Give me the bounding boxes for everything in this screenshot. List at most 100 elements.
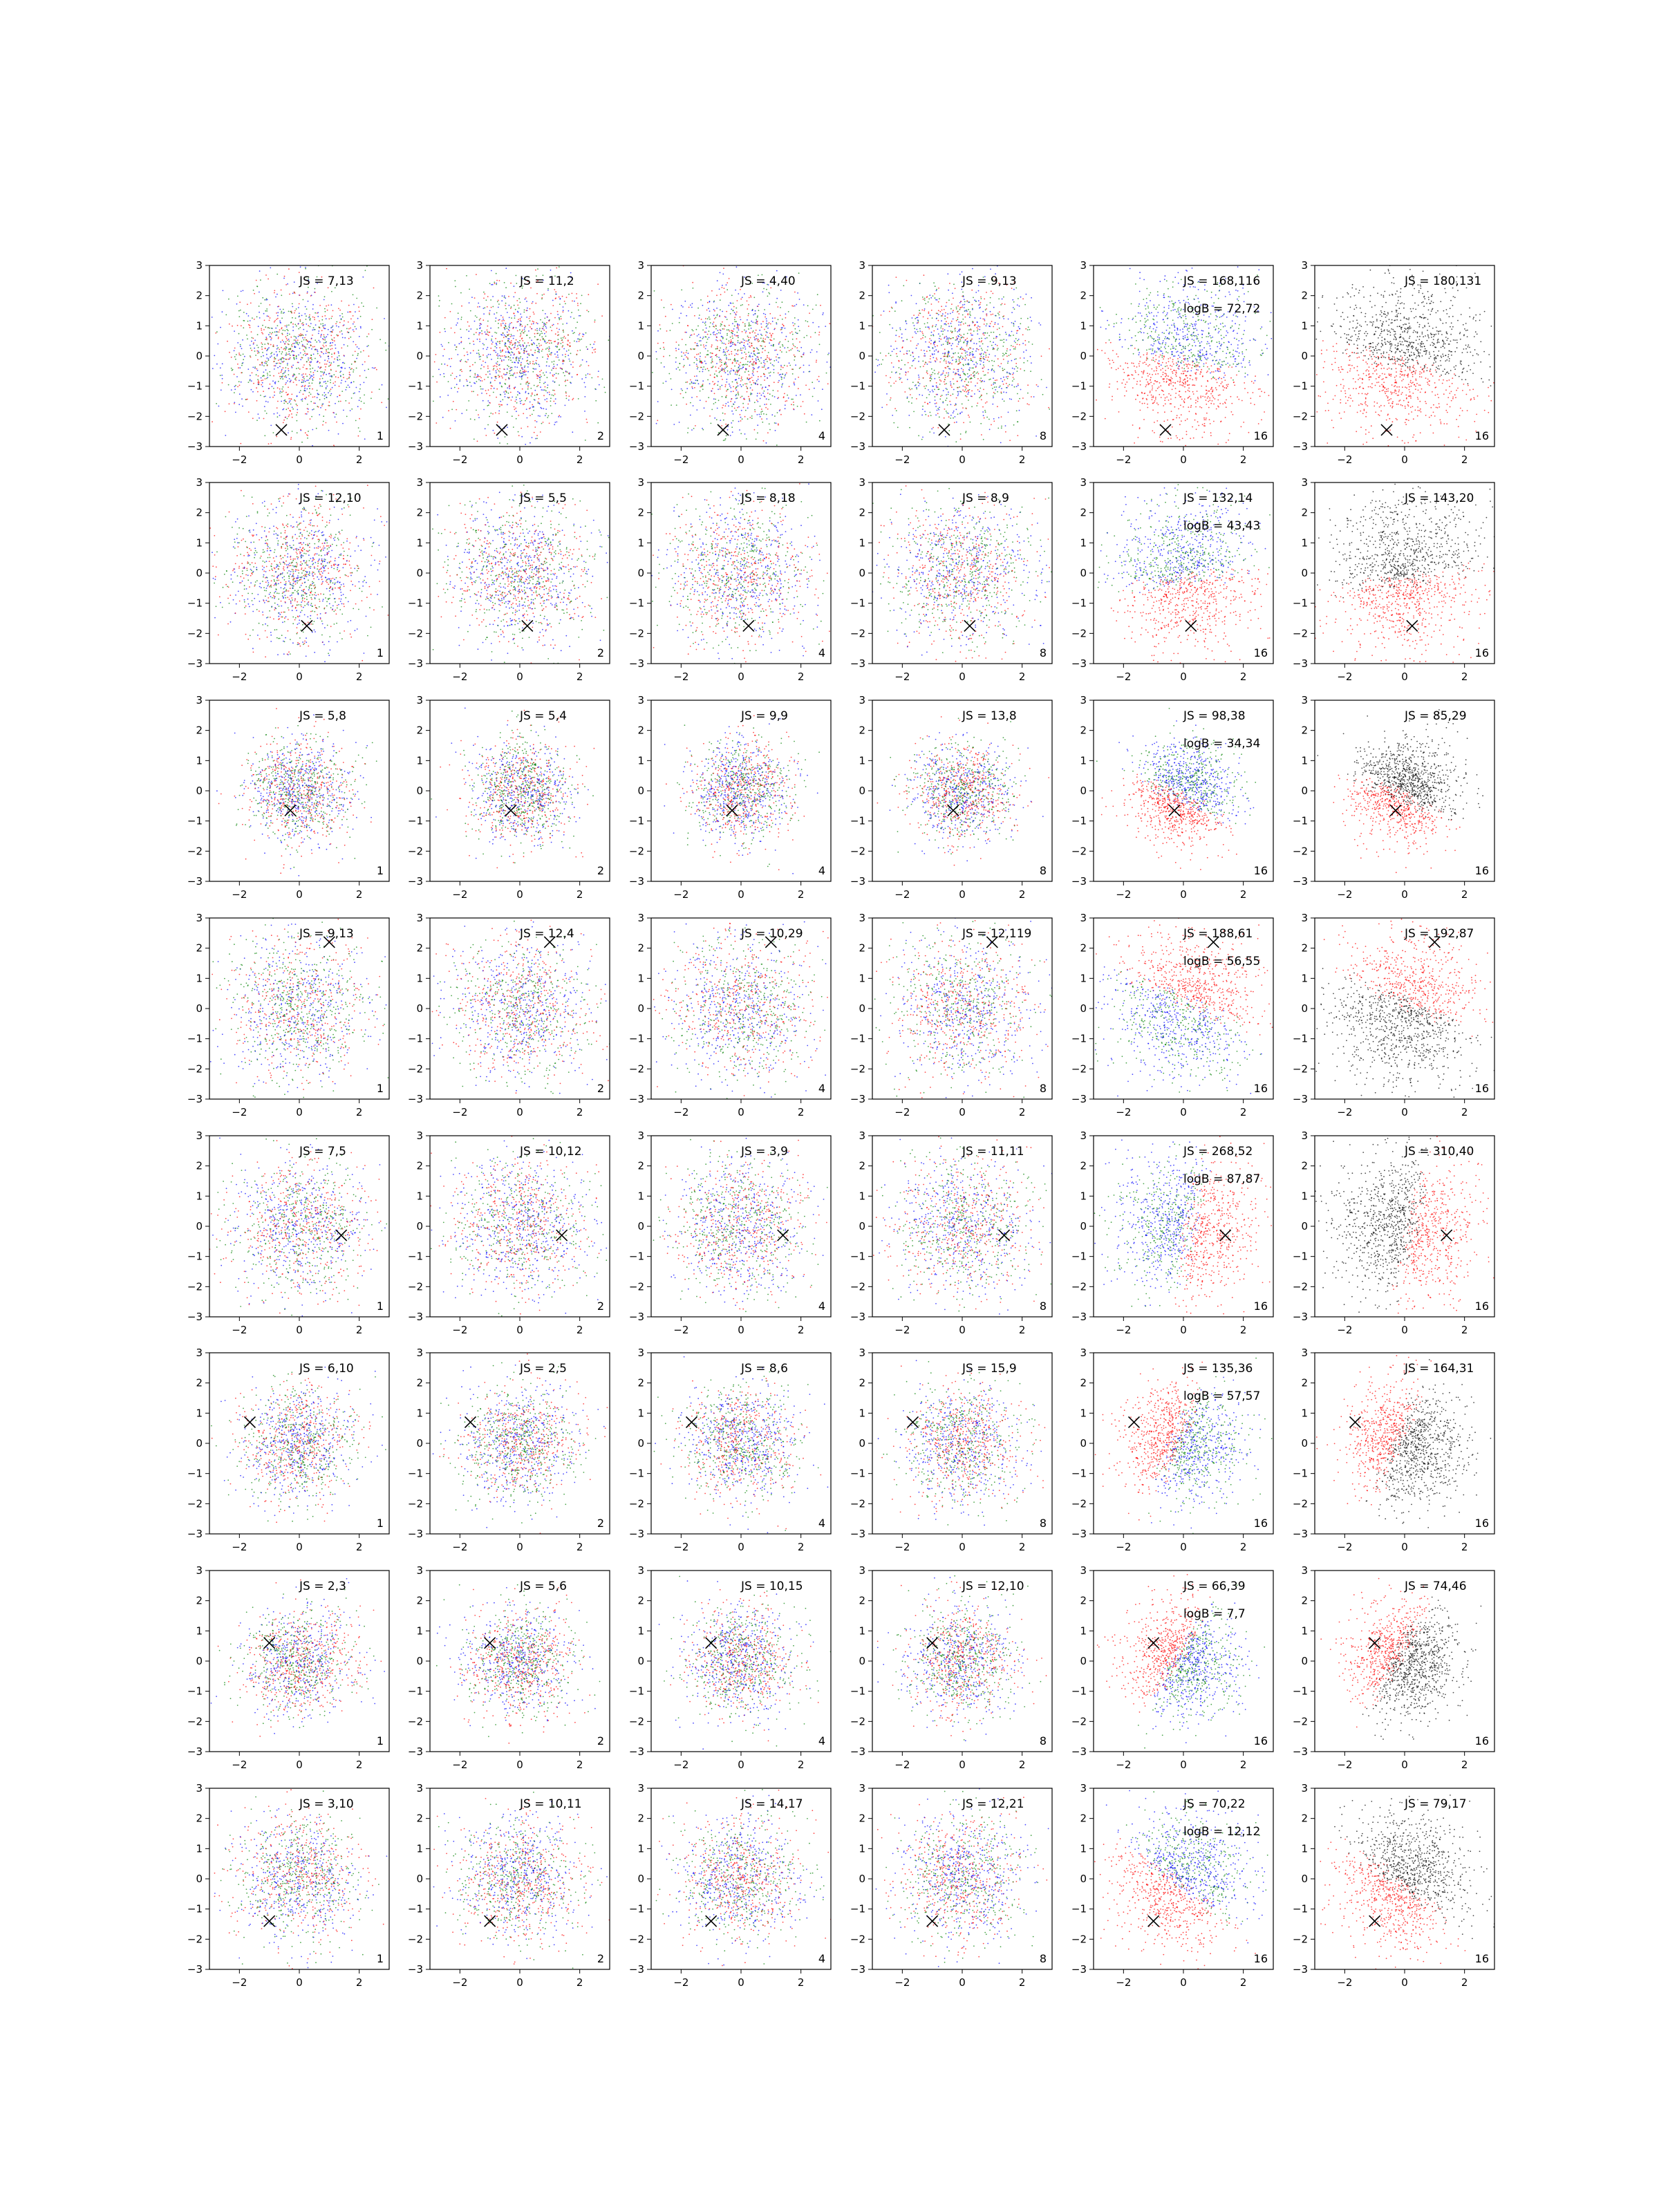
data-point bbox=[338, 326, 339, 328]
data-point bbox=[969, 375, 971, 377]
data-point bbox=[981, 356, 982, 357]
data-point bbox=[291, 344, 292, 346]
data-point bbox=[907, 397, 908, 398]
data-point bbox=[763, 360, 765, 362]
data-point bbox=[927, 403, 928, 404]
data-point bbox=[974, 299, 975, 301]
data-point bbox=[474, 419, 476, 420]
data-point bbox=[716, 363, 718, 364]
data-point bbox=[780, 414, 782, 415]
data-point bbox=[702, 305, 704, 306]
data-point bbox=[980, 346, 981, 347]
data-point bbox=[683, 359, 684, 360]
data-point bbox=[278, 338, 279, 339]
data-point bbox=[287, 380, 288, 382]
data-point bbox=[996, 386, 997, 388]
data-point bbox=[715, 371, 717, 372]
data-point bbox=[236, 303, 238, 305]
data-point bbox=[314, 346, 315, 348]
data-point bbox=[238, 353, 240, 354]
data-point bbox=[671, 389, 673, 391]
data-point bbox=[545, 409, 547, 410]
data-point bbox=[741, 358, 742, 359]
data-point bbox=[944, 329, 946, 330]
data-point bbox=[592, 347, 593, 348]
data-point bbox=[514, 344, 516, 346]
data-point bbox=[538, 352, 540, 353]
data-point bbox=[797, 332, 798, 334]
data-point bbox=[980, 326, 981, 328]
data-point bbox=[490, 413, 491, 414]
y-tick-label: 1 bbox=[196, 319, 203, 332]
data-point bbox=[720, 324, 722, 325]
data-point bbox=[738, 337, 739, 338]
data-point bbox=[554, 382, 556, 383]
data-point bbox=[748, 304, 749, 306]
data-point bbox=[966, 357, 967, 359]
data-point bbox=[679, 363, 681, 364]
data-point bbox=[916, 388, 917, 390]
data-point bbox=[969, 389, 971, 391]
data-point bbox=[517, 394, 518, 395]
data-point bbox=[552, 390, 554, 391]
data-point bbox=[550, 326, 552, 328]
data-point bbox=[797, 406, 798, 407]
data-point bbox=[742, 357, 744, 359]
data-point bbox=[947, 404, 948, 406]
data-point bbox=[256, 316, 258, 317]
data-point bbox=[251, 341, 252, 342]
data-point bbox=[300, 390, 301, 391]
data-point bbox=[906, 323, 908, 324]
data-point bbox=[744, 352, 745, 353]
data-point bbox=[946, 388, 947, 389]
data-point bbox=[511, 369, 512, 371]
data-point bbox=[811, 414, 812, 415]
data-point bbox=[805, 384, 807, 386]
data-point bbox=[967, 325, 968, 326]
data-point bbox=[735, 388, 736, 389]
data-point bbox=[523, 332, 525, 334]
data-point bbox=[953, 310, 954, 311]
data-point bbox=[256, 374, 257, 375]
data-point bbox=[704, 332, 706, 333]
data-point bbox=[960, 355, 962, 357]
data-point bbox=[958, 313, 959, 315]
data-point bbox=[727, 289, 728, 290]
data-point bbox=[982, 380, 983, 382]
data-point bbox=[538, 398, 540, 400]
data-point bbox=[956, 307, 957, 308]
data-point bbox=[895, 301, 897, 303]
data-point bbox=[267, 299, 268, 301]
data-point bbox=[487, 331, 488, 332]
data-point bbox=[758, 367, 759, 368]
data-point bbox=[1017, 393, 1018, 395]
data-point bbox=[741, 386, 742, 387]
data-point bbox=[742, 366, 744, 368]
data-point bbox=[262, 382, 263, 384]
data-point bbox=[554, 289, 555, 290]
data-point bbox=[263, 396, 265, 397]
data-point bbox=[742, 348, 744, 349]
data-point bbox=[326, 306, 327, 307]
data-point bbox=[599, 384, 600, 386]
data-point bbox=[916, 303, 917, 304]
data-point bbox=[310, 295, 312, 297]
data-point bbox=[516, 418, 517, 420]
data-point bbox=[947, 313, 948, 315]
data-point bbox=[995, 344, 996, 346]
data-point bbox=[280, 341, 281, 343]
data-point bbox=[965, 379, 966, 380]
data-point bbox=[716, 315, 718, 317]
data-point bbox=[769, 373, 770, 374]
data-point bbox=[309, 316, 310, 317]
data-point bbox=[755, 322, 756, 324]
data-point bbox=[507, 404, 508, 405]
data-point bbox=[456, 349, 457, 350]
data-point bbox=[980, 359, 981, 361]
data-point bbox=[724, 288, 725, 289]
data-point bbox=[269, 328, 270, 329]
data-point bbox=[276, 274, 278, 275]
data-point bbox=[480, 377, 482, 379]
data-point bbox=[521, 436, 523, 438]
data-point bbox=[686, 332, 687, 333]
